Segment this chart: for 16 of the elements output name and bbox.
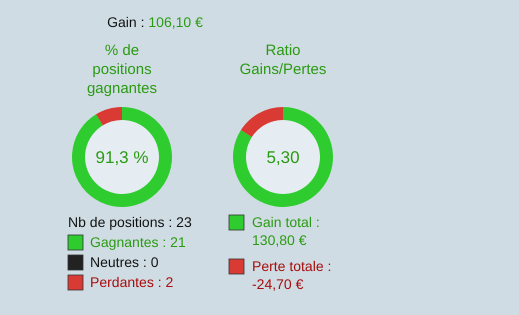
text: 5,30 bbox=[266, 148, 300, 167]
donut-slice bbox=[72, 107, 172, 207]
text: 91,3 % bbox=[96, 148, 148, 167]
legend-title: Nb de positions : 23 bbox=[68, 214, 192, 230]
donut-slice bbox=[233, 107, 333, 207]
legend-label: Neutres : 0 bbox=[90, 254, 159, 270]
donut-slice bbox=[240, 107, 283, 137]
text: 106,10 € bbox=[144, 14, 204, 30]
chart-title: % de positions gagnantes bbox=[86, 42, 158, 97]
text: Gain : bbox=[107, 14, 144, 30]
legend-label: Gain total : 130,80 € bbox=[252, 214, 320, 248]
legend-label: Perdantes : 2 bbox=[90, 274, 174, 290]
legend-label: Gagnantes : 21 bbox=[90, 234, 186, 250]
chart-title: Ratio Gains/Pertes bbox=[240, 42, 326, 78]
legend-label: Perte totale : -24,70 € bbox=[252, 258, 332, 292]
donut-slice bbox=[96, 107, 122, 126]
